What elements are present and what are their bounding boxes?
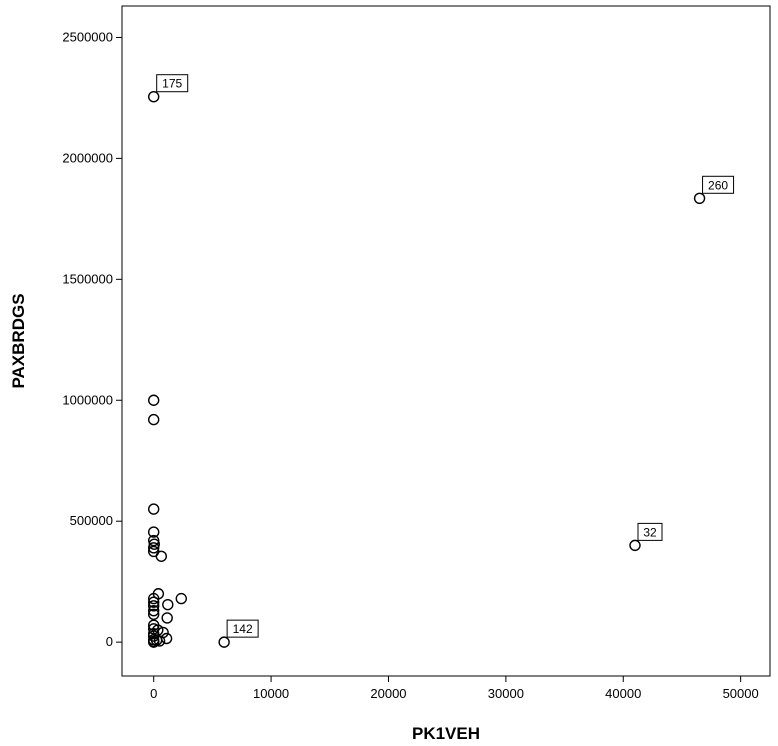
- data-point: [155, 550, 168, 562]
- y-tick-label: 0: [106, 634, 113, 649]
- point-label: 32: [643, 525, 657, 539]
- point-label-box: [226, 619, 259, 638]
- y-tick-label: 1000000: [62, 392, 113, 407]
- data-point: [147, 91, 160, 103]
- data-point: [147, 596, 160, 608]
- x-tick-label: 10000: [253, 686, 289, 701]
- point-label: 260: [708, 178, 728, 192]
- data-point: [162, 598, 174, 611]
- data-points: [147, 91, 706, 648]
- data-point: [147, 600, 160, 612]
- data-point: [175, 592, 187, 605]
- data-point: [147, 636, 160, 648]
- data-point: [147, 394, 160, 406]
- y-axis: 0 500000 1000000 1500000 2000000 2500000: [62, 29, 122, 649]
- y-axis-title: PAXBRDGS: [9, 293, 28, 388]
- point-label-box: [702, 175, 735, 194]
- data-point: [147, 608, 160, 621]
- point-label: 175: [162, 77, 182, 91]
- x-axis-title: PK1VEH: [412, 724, 480, 743]
- x-tick-label: 40000: [605, 686, 641, 701]
- x-tick-label: 30000: [488, 686, 524, 701]
- y-tick-label: 2000000: [62, 150, 113, 165]
- x-tick-label: 0: [150, 686, 157, 701]
- plot-frame: [121, 5, 771, 677]
- data-point: [161, 612, 173, 624]
- data-point: [147, 542, 160, 554]
- data-point: [147, 526, 160, 538]
- point-label-box: [637, 522, 663, 541]
- point-label-box: [156, 74, 189, 93]
- data-point: [147, 503, 160, 515]
- y-tick-label: 500000: [70, 513, 113, 528]
- x-axis: 0 10000 20000 30000 40000 50000: [150, 676, 759, 701]
- data-point: [148, 538, 160, 550]
- data-point: [218, 636, 230, 648]
- data-point: [629, 539, 641, 552]
- data-point: [147, 413, 160, 426]
- data-point: [153, 635, 166, 647]
- point-label: 142: [233, 622, 253, 636]
- x-tick-label: 50000: [723, 686, 759, 701]
- data-point: [693, 192, 706, 204]
- point-labels: 175 260 32 142: [156, 74, 735, 638]
- y-tick-label: 1500000: [62, 271, 113, 286]
- y-tick-label: 2500000: [62, 29, 113, 44]
- data-point: [147, 604, 160, 617]
- data-point: [147, 534, 160, 547]
- data-point: [147, 592, 160, 605]
- x-tick-label: 20000: [370, 686, 406, 701]
